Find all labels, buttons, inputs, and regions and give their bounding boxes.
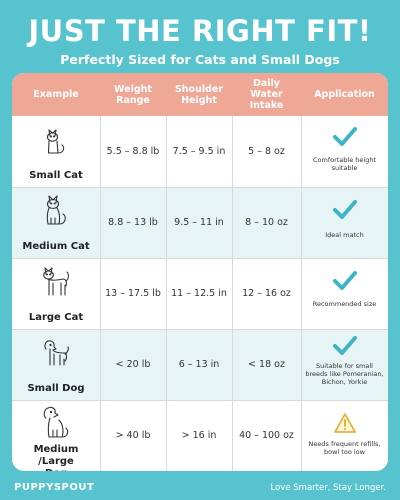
example-label: Small Dog (27, 383, 85, 394)
application-note: Needs frequent refills, bowl too low (308, 440, 381, 456)
small-cat-icon (46, 129, 65, 154)
water-cell: 40 – 100 oz (239, 430, 294, 441)
height-cell: > 16 in (181, 430, 217, 441)
application-cell: Recommended size (301, 258, 388, 329)
column-header-weight: Weight Range (114, 83, 152, 106)
example-label: Medium /Large Dog (33, 444, 79, 471)
water-cell: 12 – 16 oz (242, 288, 291, 299)
weight-cell: 13 – 17.5 lb (105, 288, 161, 299)
height-cell: 7.5 – 9.5 in (172, 146, 226, 157)
row-divider (12, 258, 388, 259)
column-divider (100, 116, 101, 471)
table-header: Example Weight Range Shoulder Height Dai… (12, 73, 388, 116)
height-cell: 6 – 13 in (178, 359, 220, 370)
weight-cell: 8.8 – 13 lb (108, 217, 158, 228)
row-divider (12, 400, 388, 401)
water-cell: < 18 oz (248, 359, 285, 370)
example-cell: Medium Cat (12, 187, 100, 258)
application-cell: Comfortable height suitable (301, 116, 388, 187)
application-cell: Ideal match (301, 187, 388, 258)
example-label: Medium Cat (22, 241, 90, 252)
example-cell: Small Cat (12, 116, 100, 187)
table-row: Medium /Large Dog > 40 lb > 16 in 40 – 1… (12, 400, 388, 471)
row-divider (12, 329, 388, 330)
brand-slogan: Love Smarter, Stay Longer. (270, 483, 386, 493)
example-label: Large Cat (28, 312, 84, 323)
column-divider (301, 116, 302, 471)
application-cell: Needs frequent refills, bowl too low (301, 400, 388, 471)
large-dog-icon (43, 406, 69, 438)
medium-cat-icon (46, 195, 66, 225)
height-cell: 11 – 12.5 in (171, 288, 227, 299)
check-icon (332, 336, 357, 355)
application-note: Ideal match (325, 231, 364, 239)
weight-cell: 5.5 – 8.8 lb (106, 146, 160, 157)
application-note: Comfortable height suitable (312, 156, 377, 172)
brand-logo: PUPPYSPOUT (14, 482, 95, 493)
table-row: Large Cat 13 – 17.5 lb 11 – 12.5 in 12 –… (12, 258, 388, 329)
row-divider (12, 187, 388, 188)
check-icon (332, 200, 357, 219)
small-dog-icon (44, 340, 69, 366)
table-row: Small Cat 5.5 – 8.8 lb 7.5 – 9.5 in 5 – … (12, 116, 388, 187)
application-note: Suitable for small breeds like Pomerania… (305, 362, 384, 386)
example-cell: Small Dog (12, 329, 100, 400)
water-cell: 5 – 8 oz (248, 146, 285, 157)
warning-icon (333, 413, 356, 433)
example-cell: Large Cat (12, 258, 100, 329)
example-label: Small Cat (29, 170, 83, 181)
column-divider (166, 116, 167, 471)
weight-cell: > 40 lb (115, 430, 151, 441)
height-cell: 9.5 – 11 in (174, 217, 224, 228)
column-header-example: Example (33, 89, 79, 100)
column-header-application: Application (314, 89, 375, 100)
column-header-height: Shoulder Height (174, 83, 224, 106)
column-divider (232, 116, 233, 471)
table-row: Medium Cat 8.8 – 13 lb 9.5 – 11 in 8 – 1… (12, 187, 388, 258)
size-comparison-table: Example Weight Range Shoulder Height Dai… (12, 73, 388, 471)
column-header-water: Daily Water Intake (249, 78, 284, 111)
large-cat-icon (43, 267, 69, 296)
check-icon (332, 127, 357, 146)
weight-cell: < 20 lb (115, 359, 151, 370)
table-row: Small Dog < 20 lb 6 – 13 in < 18 oz Suit… (12, 329, 388, 400)
page-subtitle: Perfectly Sized for Cats and Small Dogs (60, 52, 340, 67)
water-cell: 8 – 10 oz (245, 217, 288, 228)
example-cell: Medium /Large Dog (12, 400, 100, 471)
check-icon (332, 271, 357, 290)
application-note: Recommended size (312, 300, 377, 308)
application-cell: Suitable for small breeds like Pomerania… (301, 329, 388, 400)
page-title: JUST THE RIGHT FIT! (28, 14, 372, 48)
